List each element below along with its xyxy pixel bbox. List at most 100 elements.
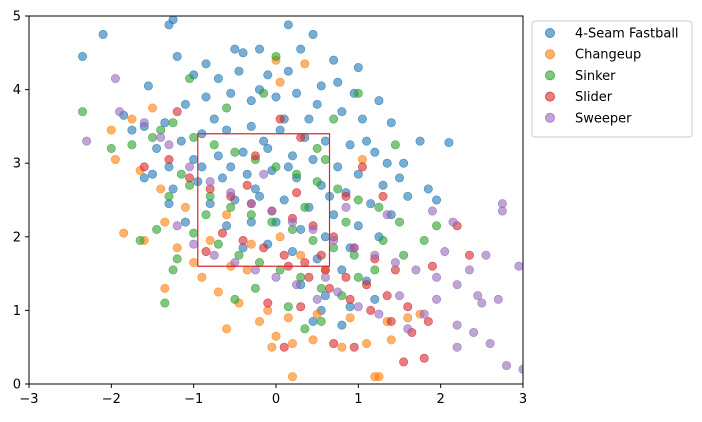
data-point xyxy=(403,302,413,312)
data-point xyxy=(312,309,322,319)
data-point xyxy=(386,118,396,128)
data-point xyxy=(333,184,343,194)
data-point xyxy=(374,202,384,212)
data-point xyxy=(180,202,190,212)
data-point xyxy=(242,169,252,179)
x-tick-label: 0 xyxy=(272,392,280,407)
data-point xyxy=(308,224,318,234)
data-point xyxy=(267,342,277,352)
legend-label: 4-Seam Fastball xyxy=(575,27,679,42)
data-point xyxy=(382,210,392,220)
data-point xyxy=(481,250,491,260)
data-point xyxy=(423,184,433,194)
data-point xyxy=(275,114,285,124)
data-point xyxy=(345,313,355,323)
data-point xyxy=(320,136,330,146)
data-point xyxy=(378,180,388,190)
data-point xyxy=(370,147,380,157)
data-point xyxy=(394,173,404,183)
data-point xyxy=(283,313,293,323)
data-point xyxy=(271,162,281,172)
data-point xyxy=(345,294,355,304)
data-point xyxy=(189,155,199,165)
data-point xyxy=(320,272,330,282)
data-point xyxy=(110,74,120,84)
data-point xyxy=(473,291,483,301)
data-point xyxy=(209,140,219,150)
data-point xyxy=(399,357,409,367)
data-point xyxy=(197,272,207,282)
data-point xyxy=(296,224,306,234)
x-tick-label: −1 xyxy=(184,392,203,407)
data-point xyxy=(312,294,322,304)
data-point xyxy=(230,258,240,268)
legend-marker xyxy=(545,49,555,60)
x-tick-label: 2 xyxy=(437,392,445,407)
data-point xyxy=(275,265,285,275)
data-point xyxy=(283,20,293,30)
x-tick-label: −3 xyxy=(19,392,38,407)
data-point xyxy=(267,217,277,227)
data-point xyxy=(448,217,458,227)
data-point xyxy=(432,195,442,205)
data-point xyxy=(287,339,297,349)
data-point xyxy=(357,162,367,172)
data-point xyxy=(292,88,302,98)
data-point xyxy=(172,51,182,61)
data-point xyxy=(370,265,380,275)
legend-label: Changeup xyxy=(575,48,641,63)
data-point xyxy=(259,136,269,146)
data-point xyxy=(316,81,326,91)
data-point xyxy=(362,339,372,349)
data-point xyxy=(345,140,355,150)
legend-marker xyxy=(545,70,555,81)
data-point xyxy=(160,217,170,227)
data-point xyxy=(189,258,199,268)
data-point xyxy=(139,173,149,183)
data-point xyxy=(341,272,351,282)
data-point xyxy=(423,316,433,326)
data-point xyxy=(164,140,174,150)
legend-entry: Changeup xyxy=(545,48,641,63)
y-tick-label: 3 xyxy=(13,157,21,172)
data-point xyxy=(168,184,178,194)
data-point xyxy=(333,162,343,172)
data-point xyxy=(403,313,413,323)
data-point xyxy=(333,287,343,297)
data-point xyxy=(127,140,137,150)
data-point xyxy=(493,294,503,304)
y-tick-label: 2 xyxy=(13,230,21,245)
data-point xyxy=(152,143,162,153)
data-point xyxy=(341,202,351,212)
series-changeup xyxy=(106,55,425,382)
data-point xyxy=(115,107,125,117)
data-point xyxy=(353,63,363,73)
data-point xyxy=(312,177,322,187)
data-point xyxy=(234,250,244,260)
data-point xyxy=(259,88,269,98)
data-point xyxy=(275,125,285,135)
data-point xyxy=(263,70,273,80)
legend-label: Sweeper xyxy=(575,111,632,126)
legend-frame xyxy=(531,20,693,138)
data-point xyxy=(209,250,219,260)
data-point xyxy=(263,298,273,308)
data-point xyxy=(353,195,363,205)
data-point xyxy=(279,342,289,352)
data-point xyxy=(176,169,186,179)
data-point xyxy=(201,59,211,69)
data-point xyxy=(250,283,260,293)
data-point xyxy=(82,136,92,146)
series-sweeper xyxy=(82,74,523,374)
data-point xyxy=(390,140,400,150)
data-point xyxy=(432,294,442,304)
data-point xyxy=(143,81,153,91)
data-point xyxy=(349,243,359,253)
data-point xyxy=(271,331,281,341)
data-point xyxy=(148,103,158,113)
legend-entry: Slider xyxy=(545,90,613,105)
data-point xyxy=(329,210,339,220)
data-point xyxy=(329,235,339,245)
data-point xyxy=(238,147,248,157)
